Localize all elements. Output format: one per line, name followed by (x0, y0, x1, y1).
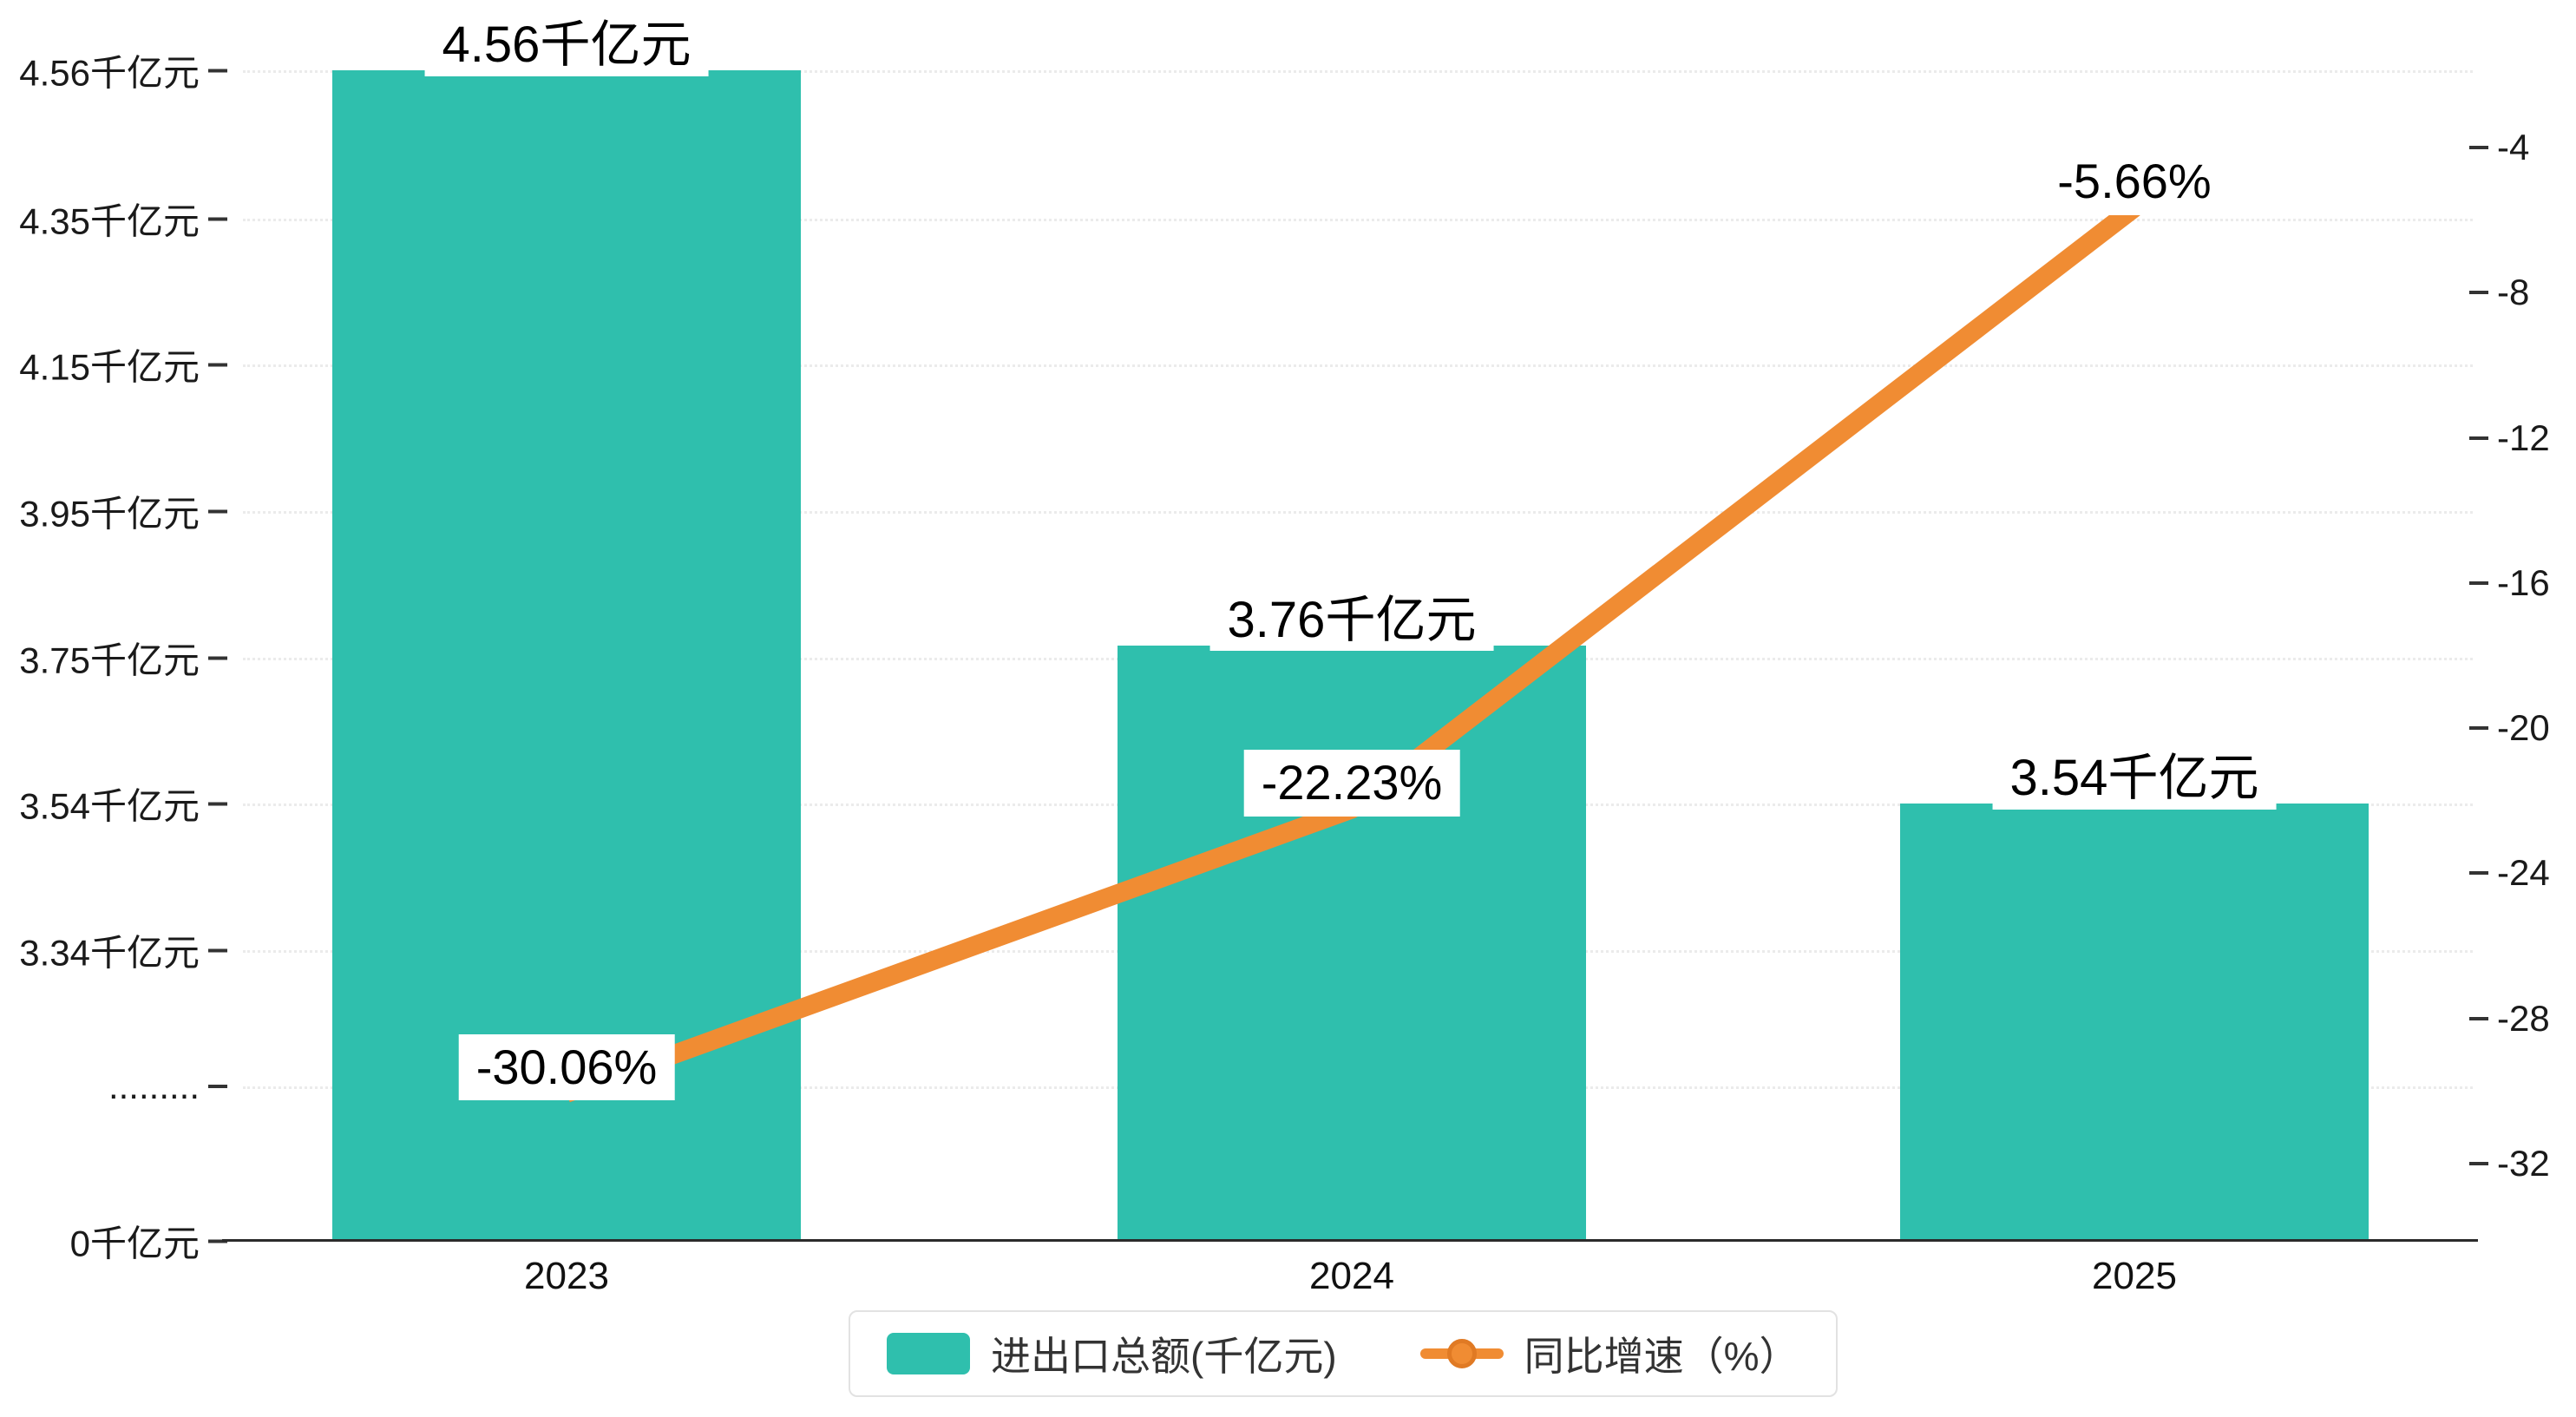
right-axis-tick-4: -20 (2469, 707, 2550, 749)
left-axis-tick-1: 4.35千亿元 (0, 193, 227, 246)
tick-mark (208, 948, 227, 952)
left-axis-tick-label: 4.56千亿元 (19, 52, 200, 94)
growth-value-label-2025: -5.66% (2040, 148, 2229, 215)
right-axis-tick-label: -24 (2497, 852, 2550, 894)
left-axis-tick-6: 3.34千亿元 (0, 924, 227, 977)
left-axis-tick-4: 3.75千亿元 (0, 632, 227, 685)
right-axis-tick-label: -20 (2497, 707, 2550, 749)
legend-item-growth[interactable]: 同比增速（%） (1419, 1325, 1799, 1382)
growth-value-label-2024: -22.23% (1243, 750, 1460, 817)
tick-mark (2469, 726, 2488, 731)
tick-mark (2469, 436, 2488, 440)
legend-label-growth: 同比增速（%） (1524, 1334, 1799, 1379)
tick-mark (2469, 146, 2488, 149)
right-axis-tick-label: -12 (2497, 417, 2550, 458)
left-axis-tick-label: 4.15千亿元 (19, 346, 200, 388)
tick-mark (2469, 291, 2488, 295)
right-axis-tick-label: -16 (2497, 561, 2550, 603)
right-axis-tick-7: -32 (2469, 1143, 2550, 1184)
legend-item-total[interactable]: 进出口总额(千亿元) (887, 1325, 1337, 1382)
right-axis-tick-5: -24 (2469, 852, 2550, 894)
left-axis-tick-label: 0千亿元 (69, 1223, 200, 1264)
tick-mark (208, 69, 227, 72)
right-axis-tick-3: -16 (2469, 562, 2550, 604)
left-axis-break-dots: ......... (0, 1066, 227, 1107)
line-marker-dot (1446, 1339, 1477, 1368)
legend: 进出口总额(千亿元) 同比增速（%） (849, 1310, 1838, 1397)
right-axis-tick-6: -28 (2469, 998, 2550, 1040)
left-axis-tick-0: 4.56千亿元 (0, 44, 227, 97)
tick-mark (208, 1239, 227, 1243)
right-axis-tick-0: -4 (2469, 127, 2529, 168)
right-axis-tick-label: -4 (2497, 127, 2530, 167)
bar-value-label-2023: 4.56千亿元 (424, 15, 709, 76)
left-axis-tick-5: 3.54千亿元 (0, 777, 227, 830)
right-axis-tick-1: -8 (2469, 272, 2529, 313)
x-axis-label-2024: 2024 (1309, 1255, 1394, 1297)
legend-label-total: 进出口总额(千亿元) (991, 1334, 1337, 1379)
bar-value-label-2025: 3.54千亿元 (1992, 748, 2277, 810)
left-axis-tick-label: 3.95千亿元 (19, 493, 200, 535)
right-axis-tick-label: -32 (2497, 1143, 2550, 1184)
left-axis-tick-zero: 0千亿元 (0, 1215, 227, 1268)
growth-value-label-2023: -30.06% (458, 1033, 675, 1101)
line-series-swatch (1419, 1339, 1504, 1368)
left-axis-tick-label: 4.35千亿元 (19, 200, 200, 242)
x-axis-line (222, 1239, 2478, 1242)
tick-mark (208, 509, 227, 513)
bar-value-label-2024: 3.76千亿元 (1209, 589, 1494, 652)
bar-2025 (1900, 804, 2369, 1241)
x-axis-label-2023: 2023 (524, 1255, 609, 1297)
bar-2024 (1118, 645, 1586, 1241)
x-axis-label-2025: 2025 (2092, 1255, 2177, 1297)
tick-mark (2469, 581, 2488, 585)
tick-mark (208, 217, 227, 220)
left-axis-tick-label: 3.75千亿元 (19, 640, 200, 681)
gridline (243, 70, 2473, 73)
right-axis-tick-label: -28 (2497, 997, 2550, 1039)
bar-series-swatch (887, 1333, 970, 1374)
right-axis-tick-label: -8 (2497, 272, 2530, 313)
left-axis-tick-label: 3.54千亿元 (19, 785, 200, 827)
tick-mark (2469, 1162, 2488, 1165)
tick-mark (208, 802, 227, 805)
left-axis-tick-3: 3.95千亿元 (0, 485, 227, 538)
left-axis-tick-label: 3.34千亿元 (19, 932, 200, 974)
tick-mark (2469, 1016, 2488, 1020)
tick-mark (208, 1085, 227, 1088)
tick-mark (208, 363, 227, 366)
axis-break-label: ......... (108, 1066, 200, 1106)
right-axis-tick-2: -12 (2469, 417, 2550, 459)
left-axis-tick-2: 4.15千亿元 (0, 338, 227, 391)
tick-mark (208, 656, 227, 659)
tick-mark (2469, 871, 2488, 876)
